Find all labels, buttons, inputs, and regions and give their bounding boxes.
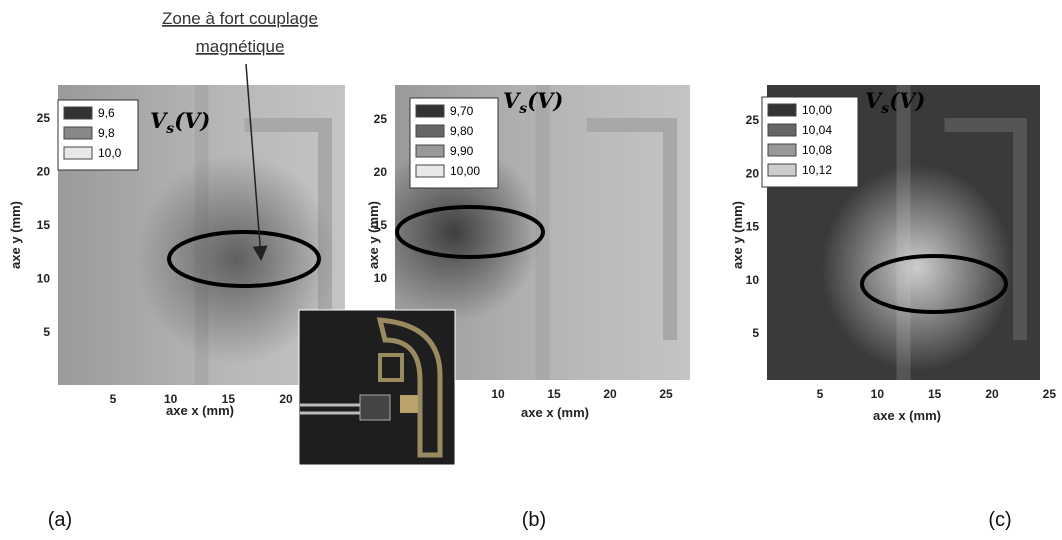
- legend-swatch: [63, 126, 93, 140]
- x-tick-label: 25: [659, 387, 673, 401]
- highlight-ellipse: [860, 254, 1008, 314]
- y-tick-label: 20: [746, 166, 760, 180]
- x-tick-label: 15: [222, 392, 236, 406]
- legend-label: 10,00: [802, 103, 832, 117]
- legend-label: 10,04: [802, 123, 832, 137]
- y-axis-label: axe y (mm): [730, 201, 745, 269]
- x-tick-label: 15: [547, 387, 561, 401]
- title-unit: (V): [174, 108, 210, 133]
- y-tick-label: 10: [374, 271, 388, 285]
- title-subscript: s: [519, 101, 527, 117]
- x-tick-label: 5: [110, 392, 117, 406]
- panel-label: (c): [988, 509, 1011, 531]
- y-tick-label: 15: [37, 218, 51, 232]
- y-tick-label: 5: [752, 326, 759, 340]
- x-axis-label: axe x (mm): [873, 408, 941, 423]
- legend-label: 9,70: [450, 104, 474, 118]
- legend-label: 10,12: [802, 163, 832, 177]
- y-tick-label: 15: [374, 218, 388, 232]
- title-symbol: V: [503, 88, 522, 113]
- legend-label: 9,80: [450, 124, 474, 138]
- title-symbol: V: [865, 88, 884, 113]
- x-tick-label: 25: [1043, 387, 1057, 401]
- x-tick-label: 10: [491, 387, 505, 401]
- panel-title: Vs(V): [150, 108, 210, 137]
- arrow: [245, 63, 268, 261]
- legend-label: 10,00: [450, 164, 480, 178]
- x-tick-label: 10: [164, 392, 178, 406]
- x-tick-label: 15: [928, 387, 942, 401]
- annotation-line: Zone à fort couplage: [162, 9, 318, 28]
- annotation: Zone à fort couplage magnétique: [162, 9, 318, 261]
- title-unit: (V): [527, 88, 563, 113]
- panel: 25 20 15 10 5 5 10 15 20 axe x (mm) axe y (mm) 9,6 9…: [8, 85, 345, 531]
- legend-swatch: [63, 106, 93, 120]
- legend-swatch: [767, 103, 797, 117]
- title-unit: (V): [889, 88, 925, 113]
- x-tick-label: 20: [279, 392, 293, 406]
- legend-label: 9,6: [98, 106, 115, 120]
- highlight-ellipse: [395, 205, 545, 259]
- x-axis-label: axe x (mm): [166, 403, 234, 418]
- y-tick-label: 5: [43, 325, 50, 339]
- highlight-ellipse: [167, 230, 321, 288]
- legend-swatch: [415, 104, 445, 118]
- y-tick-label: 15: [746, 220, 760, 234]
- panel-title: Vs(V): [865, 88, 925, 117]
- title-symbol: V: [150, 108, 169, 133]
- title-subscript: s: [881, 101, 889, 117]
- legend-label: 9,8: [98, 126, 115, 140]
- legend-label: 9,90: [450, 144, 474, 158]
- y-tick-label: 25: [746, 113, 760, 127]
- y-tick-label: 10: [746, 273, 760, 287]
- legend-swatch: [63, 146, 93, 160]
- legend-swatch: [415, 164, 445, 178]
- legend-swatch: [767, 123, 797, 137]
- y-tick-label: 20: [374, 165, 388, 179]
- legend-swatch: [767, 163, 797, 177]
- title-subscript: s: [166, 121, 174, 137]
- panels: 25 20 15 10 5 5 10 15 20 axe x (mm) axe y (mm) 9,6 9…: [8, 85, 1056, 531]
- x-tick-label: 20: [985, 387, 999, 401]
- y-tick-label: 25: [37, 111, 51, 125]
- y-axis-label: axe y (mm): [8, 201, 23, 269]
- legend-label: 10,0: [98, 146, 122, 160]
- x-axis-label: axe x (mm): [521, 405, 589, 420]
- panel-label: (a): [48, 509, 72, 531]
- x-tick-label: 5: [817, 387, 824, 401]
- legend-swatch: [415, 144, 445, 158]
- x-tick-label: 10: [871, 387, 885, 401]
- y-tick-label: 20: [37, 165, 51, 179]
- panel-label: (b): [522, 509, 546, 531]
- y-tick-label: 10: [37, 272, 51, 286]
- inset-photo: [298, 309, 456, 466]
- y-tick-label: 25: [374, 112, 388, 126]
- panel-title: Vs(V): [503, 88, 563, 117]
- legend-label: 10,08: [802, 143, 832, 157]
- y-axis-label: axe y (mm): [366, 201, 381, 269]
- legend-swatch: [415, 124, 445, 138]
- legend-swatch: [767, 143, 797, 157]
- annotation-line: magnétique: [196, 37, 285, 56]
- x-tick-label: 20: [603, 387, 617, 401]
- panel: 25 20 15 10 5 5 10 15 20 25 axe x (mm) axe y (mm) 10…: [730, 85, 1056, 531]
